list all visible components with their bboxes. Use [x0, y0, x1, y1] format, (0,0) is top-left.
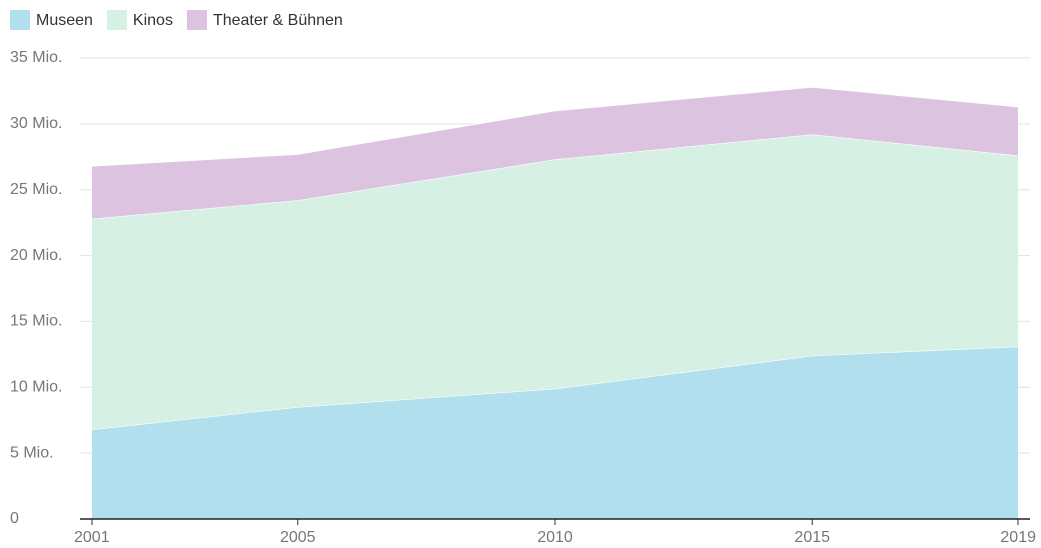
y-tick-label: 25 Mio. [10, 181, 62, 198]
area [92, 86, 1018, 219]
y-tick-label: 35 Mio. [10, 49, 62, 66]
y-tick-label: 10 Mio. [10, 379, 62, 396]
y-tick-label: 15 Mio. [10, 313, 62, 330]
area [92, 346, 1018, 519]
x-tick-label: 2005 [280, 529, 316, 546]
x-tick-label: 2001 [74, 529, 110, 546]
legend-swatch [106, 10, 127, 30]
area [92, 134, 1018, 430]
legend-label: Kinos [133, 12, 173, 29]
x-tick-label: 2010 [537, 529, 573, 546]
areas [91, 86, 1019, 519]
overlay: 0 5 Mio. 10 Mio. 15 Mio. 20 Mio. 25 Mio. 30 Mi… [10, 10, 1036, 546]
area-edge [91, 86, 1019, 167]
legend-swatch [10, 10, 30, 30]
legend-label: Theater & Bühnen [213, 12, 343, 29]
legend-label: Museen [36, 12, 93, 29]
y-tick-label: 30 Mio. [10, 115, 62, 132]
x-tick-label: 2015 [794, 529, 830, 546]
x-tick-label: 2019 [1000, 529, 1036, 546]
y-tick-label: 0 [10, 510, 19, 527]
y-tick-label: 5 Mio. [10, 444, 54, 461]
y-tick-label: 20 Mio. [10, 247, 62, 264]
legend-swatch [186, 10, 207, 30]
